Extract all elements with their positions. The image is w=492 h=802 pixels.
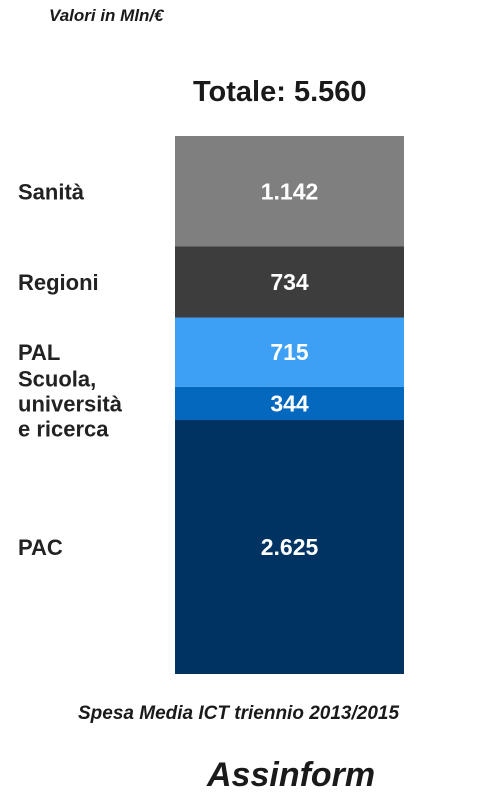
data-label-2: 715	[270, 339, 309, 365]
bar-segment-2	[175, 317, 404, 387]
category-label-1: Scuola, università e ricerca	[18, 366, 123, 441]
bar-segment-1	[175, 386, 404, 420]
category-label-4: Sanità	[18, 179, 85, 204]
category-label-2: PAL	[18, 340, 60, 365]
category-label-3: Regioni	[18, 270, 99, 295]
chart-caption: Spesa Media ICT triennio 2013/2015	[78, 703, 400, 724]
data-label-3: 734	[270, 269, 309, 295]
units-note: Valori in Mln/€	[49, 6, 164, 25]
data-label-0: 2.625	[261, 534, 319, 560]
data-label-1: 344	[270, 390, 309, 416]
bar-segment-3	[175, 246, 404, 318]
category-label-0: PAC	[18, 535, 63, 560]
bar-segment-4	[175, 136, 404, 247]
source-brand: Assinform	[207, 756, 376, 794]
data-label-4: 1.142	[261, 178, 319, 204]
chart-total: Totale: 5.560	[193, 76, 367, 108]
bar-segment-0	[175, 420, 404, 674]
